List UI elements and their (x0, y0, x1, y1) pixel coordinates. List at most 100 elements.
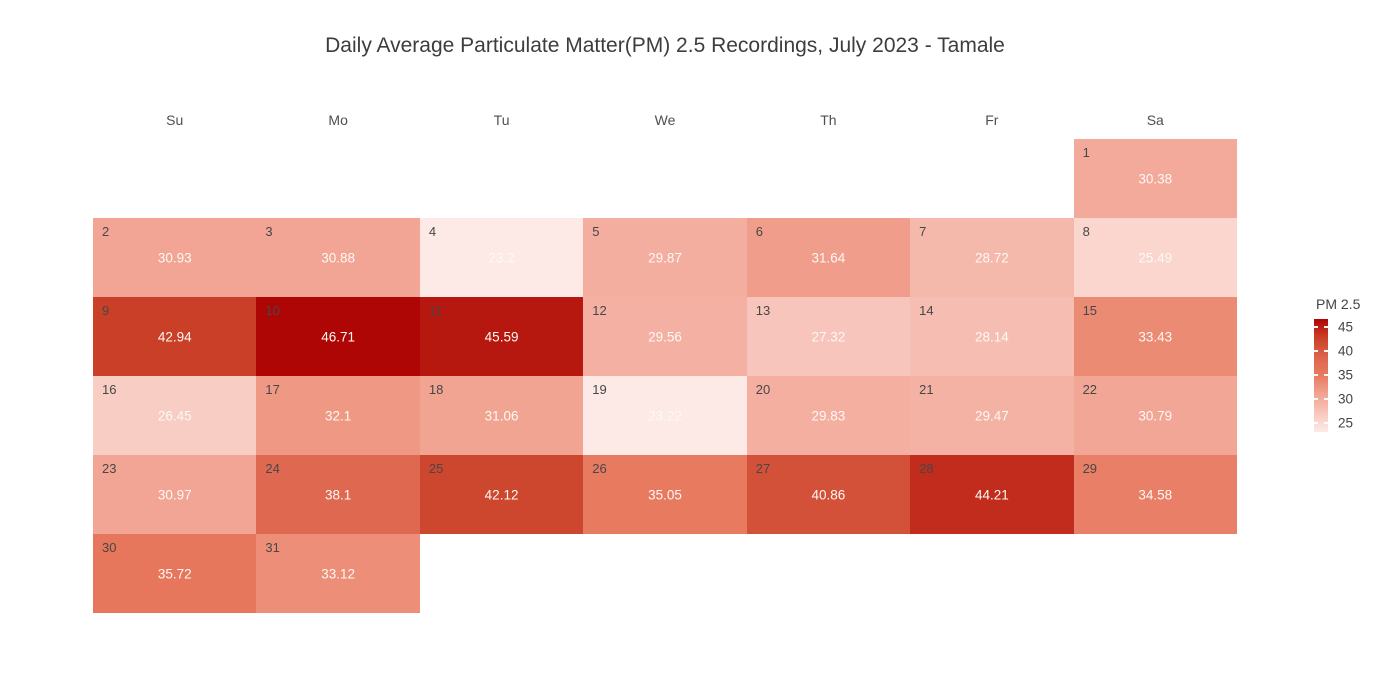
pm-value: 29.87 (648, 250, 682, 265)
calendar-day-cell[interactable]: 18 31.06 (419, 376, 584, 455)
day-number: 5 (592, 224, 600, 239)
weekday-header-we: We (654, 112, 676, 128)
colorbar-tick (1314, 398, 1318, 401)
day-number: 24 (265, 461, 280, 476)
calendar-day-cell[interactable]: 17 32.1 (256, 376, 420, 455)
calendar-day-cell[interactable]: 14 28.14 (910, 297, 1074, 376)
calendar-day-cell[interactable]: 7 28.72 (910, 218, 1074, 297)
day-number: 18 (428, 382, 444, 397)
calendar-day-cell[interactable]: 20 29.83 (746, 376, 911, 455)
calendar-day-cell[interactable]: 30 35.72 (93, 534, 257, 613)
day-number: 17 (265, 382, 280, 397)
pm-value: 30.88 (321, 250, 356, 265)
colorbar-tick (1324, 326, 1328, 329)
calendar-grid[interactable]: 1 30.38 2 30.93 3 30.88 4 23.2 5 29.87 6 31.64 7 28.7… (93, 139, 1237, 613)
colorbar-tick (1314, 374, 1318, 377)
day-number: 7 (919, 224, 927, 239)
day-number: 2 (102, 224, 110, 239)
day-number: 3 (265, 224, 273, 239)
day-number: 9 (102, 303, 110, 318)
calendar-day-cell[interactable]: 4 23.2 (419, 218, 584, 297)
day-number: 20 (755, 382, 771, 397)
calendar-day-cell[interactable]: 15 33.43 (1073, 297, 1237, 376)
calendar-day-cell[interactable]: 11 45.59 (419, 297, 584, 376)
pm-value: 29.56 (648, 329, 682, 344)
day-number: 1 (1082, 145, 1090, 160)
calendar-day-cell[interactable]: 21 29.47 (910, 376, 1074, 455)
weekday-header-row: Su Mo Tu We Th Fr Sa (93, 112, 1237, 132)
colorbar-tick (1314, 350, 1318, 353)
calendar-day-cell[interactable]: 23 30.97 (93, 455, 257, 534)
calendar-day-cell[interactable]: 19 23.22 (583, 376, 747, 455)
calendar-day-cell[interactable]: 16 26.45 (93, 376, 257, 455)
pm-value: 28.14 (974, 329, 1009, 344)
colorbar-title: PM 2.5 (1316, 296, 1361, 312)
weekday-header-fr: Fr (985, 112, 999, 128)
day-number: 19 (592, 382, 607, 397)
calendar-day-cell[interactable]: 12 29.56 (583, 297, 747, 376)
pm-value: 33.43 (1138, 329, 1173, 344)
pm-value: 32.1 (324, 408, 352, 423)
pm-value: 33.12 (321, 566, 356, 581)
pm-value: 40.86 (811, 487, 846, 502)
calendar-day-cell[interactable]: 9 42.94 (93, 297, 257, 376)
colorbar-gradient (1314, 319, 1328, 432)
weekday-header-su: Su (166, 112, 184, 128)
day-number: 4 (428, 224, 437, 239)
calendar-day-cell[interactable]: 3 30.88 (256, 218, 420, 297)
day-number: 10 (265, 303, 280, 318)
pm-value: 42.94 (157, 329, 192, 344)
colorbar-tick-label: 35 (1338, 367, 1354, 383)
day-number: 26 (592, 461, 607, 476)
calendar-day-cell[interactable]: 24 38.1 (256, 455, 420, 534)
calendar-day-cell[interactable]: 29 34.58 (1073, 455, 1237, 534)
pm-value: 30.93 (157, 250, 192, 265)
day-number: 23 (102, 461, 117, 476)
calendar-day-cell[interactable]: 10 46.71 (256, 297, 420, 376)
calendar-day-cell[interactable]: 25 42.12 (419, 455, 584, 534)
calendar-day-cell[interactable]: 6 31.64 (746, 218, 911, 297)
day-number: 27 (755, 461, 771, 476)
pm-value: 29.83 (811, 408, 846, 423)
calendar-day-cell[interactable]: 31 33.12 (256, 534, 420, 613)
pm-value: 28.72 (974, 250, 1009, 265)
pm-value: 30.79 (1138, 408, 1173, 423)
pm-value: 31.06 (484, 408, 519, 423)
day-number: 22 (1082, 382, 1098, 397)
calendar-day-cell[interactable]: 1 30.38 (1073, 139, 1237, 218)
colorbar-tick (1324, 398, 1328, 401)
day-number: 11 (428, 303, 443, 318)
weekday-header-sa: Sa (1146, 112, 1164, 128)
colorbar-tick (1324, 374, 1328, 377)
colorbar-tick (1314, 326, 1318, 329)
calendar-day-cell[interactable]: 2 30.93 (93, 218, 257, 297)
weekday-header-tu: Tu (493, 112, 510, 128)
pm-value: 29.47 (974, 408, 1009, 423)
pm-value: 30.97 (157, 487, 192, 502)
calendar-day-cell[interactable]: 22 30.79 (1073, 376, 1237, 455)
pm-value: 23.2 (488, 250, 515, 265)
day-number: 21 (919, 382, 934, 397)
calendar-day-cell[interactable]: 13 27.32 (746, 297, 911, 376)
colorbar-tick (1314, 422, 1318, 425)
pm-value: 34.58 (1138, 487, 1173, 502)
day-number: 30 (102, 540, 117, 555)
day-number: 28 (919, 461, 934, 476)
weekday-header-th: Th (820, 112, 837, 128)
calendar-day-cell[interactable]: 27 40.86 (746, 455, 911, 534)
pm-value: 46.71 (321, 329, 356, 344)
colorbar-tick-label: 40 (1338, 343, 1354, 359)
calendar-day-cell[interactable]: 5 29.87 (583, 218, 747, 297)
pm-value: 25.49 (1138, 250, 1173, 265)
pm-value: 31.64 (811, 250, 846, 265)
day-number: 12 (592, 303, 607, 318)
pm-value: 42.12 (484, 487, 519, 502)
calendar-day-cell[interactable]: 28 44.21 (910, 455, 1074, 534)
pm-value: 30.38 (1138, 171, 1173, 186)
calendar-day-cell[interactable]: 8 25.49 (1073, 218, 1237, 297)
calendar-day-cell[interactable]: 26 35.05 (583, 455, 747, 534)
pm-value: 35.05 (648, 487, 682, 502)
colorbar: 45 40 35 30 25 (1314, 319, 1353, 432)
day-number: 14 (919, 303, 934, 318)
